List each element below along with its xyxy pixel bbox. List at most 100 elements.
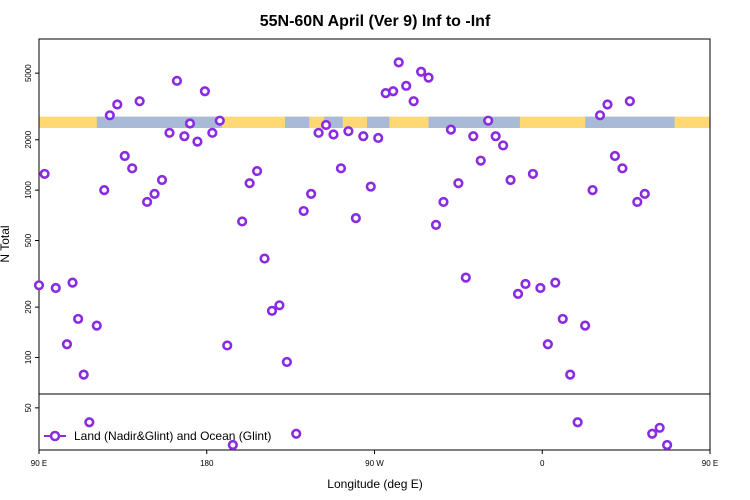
- data-point: [460, 272, 471, 283]
- data-point: [393, 57, 404, 68]
- y-tick-label: 50: [24, 403, 33, 412]
- data-point: [572, 417, 583, 428]
- data-point: [266, 305, 278, 316]
- x-tick-label: 0: [540, 459, 545, 468]
- ocean-band-segment: [367, 116, 390, 129]
- data-point: [142, 196, 153, 208]
- y-tick-label: 500: [24, 233, 33, 247]
- data-point: [373, 132, 384, 144]
- y-tick-label: 1000: [24, 181, 33, 199]
- data-point: [179, 131, 190, 142]
- x-tick-label: 90 W: [365, 459, 384, 468]
- data-point: [423, 72, 434, 83]
- data-point: [490, 131, 501, 142]
- data-point: [580, 320, 591, 331]
- data-point: [291, 428, 302, 439]
- land-band-segment: [389, 116, 430, 129]
- x-tick-label: 180: [200, 459, 214, 468]
- chart-title: 55N-60N April (Ver 9) Inf to -Inf: [260, 13, 491, 30]
- data-point: [624, 96, 635, 107]
- data-point: [468, 131, 479, 142]
- data-point: [214, 115, 225, 126]
- data-point: [306, 188, 317, 199]
- land-band-segment: [519, 116, 586, 129]
- data-point: [438, 196, 449, 208]
- data-point: [134, 96, 145, 107]
- legend: Land (Nadir&Glint) and Ocean (Glint): [44, 429, 271, 443]
- data-point: [475, 155, 486, 166]
- data-point: [639, 188, 650, 199]
- data-point: [498, 140, 509, 151]
- data-point: [617, 163, 628, 174]
- data-point: [430, 219, 442, 230]
- data-point: [320, 119, 332, 131]
- data-point: [184, 118, 196, 129]
- data-point: [350, 213, 361, 224]
- data-point: [512, 288, 524, 299]
- data-point: [199, 86, 210, 97]
- data-point: [313, 127, 324, 138]
- data-point: [527, 168, 539, 180]
- data-point: [149, 188, 160, 199]
- land-band-segment: [342, 116, 368, 129]
- data-point: [647, 428, 658, 439]
- data-point: [415, 66, 427, 77]
- ocean-band-segment: [428, 116, 521, 129]
- y-axis-label: N Total: [0, 225, 12, 262]
- data-points: [33, 57, 673, 451]
- data-point: [244, 178, 255, 189]
- data-point: [112, 99, 123, 110]
- x-tick-label: 90 E: [702, 459, 718, 468]
- data-point: [505, 174, 516, 186]
- data-point: [542, 339, 553, 350]
- data-point: [557, 313, 568, 325]
- data-point: [171, 75, 183, 86]
- data-point: [587, 185, 598, 196]
- data-point: [222, 340, 233, 351]
- data-point: [298, 205, 309, 217]
- y-tick-label: 5000: [24, 64, 33, 82]
- data-point: [453, 178, 464, 189]
- y-tick-label: 200: [24, 300, 33, 314]
- data-point: [654, 422, 665, 433]
- data-point: [192, 136, 203, 147]
- data-point: [84, 417, 95, 428]
- data-point: [328, 129, 339, 140]
- data-point: [61, 339, 73, 350]
- data-point: [335, 163, 347, 174]
- data-point: [91, 320, 102, 331]
- data-point: [662, 439, 673, 451]
- data-point: [67, 277, 78, 288]
- data-point: [119, 150, 130, 162]
- y-axis: 50 100 200 500 1000 2000 5000: [24, 64, 39, 412]
- data-point: [483, 115, 494, 126]
- data-point: [594, 110, 606, 121]
- data-point: [343, 126, 354, 137]
- data-point: [609, 150, 621, 162]
- data-point: [227, 439, 238, 451]
- data-point: [365, 181, 376, 192]
- data-point: [565, 369, 576, 380]
- data-point: [73, 313, 84, 325]
- legend-marker: [49, 430, 61, 442]
- land-band-segment: [674, 116, 711, 129]
- data-point: [408, 96, 419, 107]
- data-point: [358, 131, 369, 142]
- data-point: [602, 99, 613, 110]
- legend-label: Land (Nadir&Glint) and Ocean (Glint): [74, 429, 271, 443]
- x-axis: 90 E 180 90 W 0 90 E: [31, 450, 718, 468]
- land-band-segment: [39, 116, 98, 129]
- data-point: [550, 277, 561, 288]
- land-band-segment: [221, 116, 286, 129]
- data-point: [237, 216, 248, 227]
- data-point: [156, 174, 168, 186]
- data-point: [281, 356, 292, 368]
- ocean-band-segment: [96, 116, 223, 129]
- data-point: [50, 282, 61, 294]
- data-point: [164, 127, 175, 138]
- data-point: [274, 300, 285, 311]
- data-point: [78, 369, 89, 380]
- data-point: [445, 124, 457, 135]
- data-point: [632, 196, 643, 208]
